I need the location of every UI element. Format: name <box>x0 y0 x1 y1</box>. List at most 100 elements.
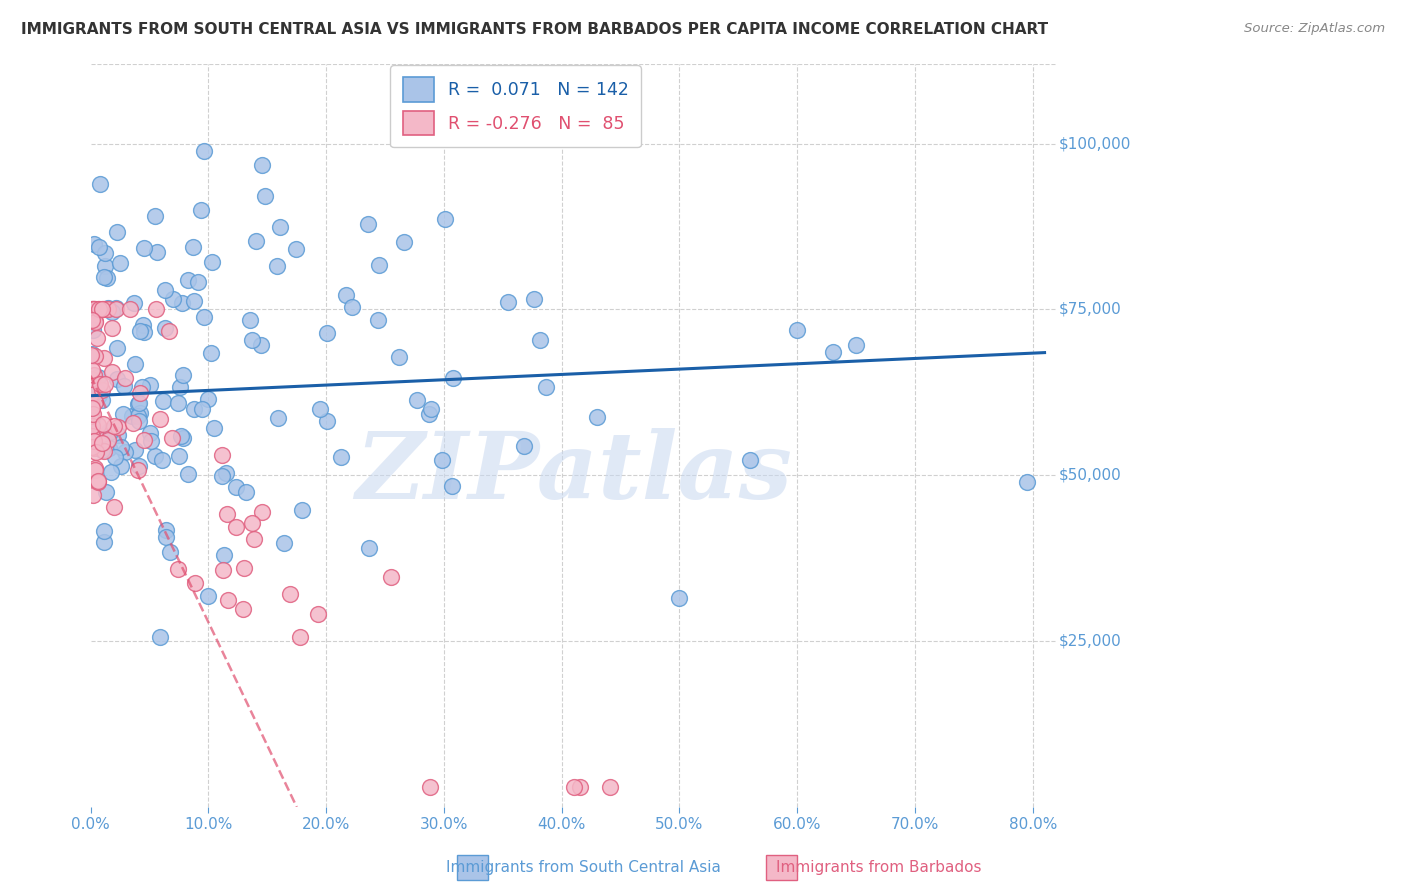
Point <box>845 338 868 352</box>
Point <box>100 305 122 319</box>
Point <box>128 396 150 410</box>
Point <box>97 433 120 447</box>
Point <box>134 325 156 339</box>
Point <box>90 436 112 450</box>
Point <box>821 345 844 359</box>
Point <box>83 237 105 252</box>
Point <box>83 368 105 383</box>
Point <box>107 428 129 442</box>
Point <box>93 535 115 549</box>
Point <box>101 321 124 335</box>
Point <box>84 349 107 363</box>
Point <box>87 370 110 384</box>
Point <box>359 541 381 556</box>
Point <box>419 780 441 794</box>
Point <box>157 324 180 338</box>
Point <box>84 395 107 409</box>
Point <box>93 524 115 538</box>
Point <box>104 302 127 317</box>
Point <box>100 425 122 439</box>
Point <box>94 260 117 274</box>
Point <box>84 314 107 328</box>
Point <box>496 294 519 309</box>
Point <box>197 589 219 603</box>
Point <box>94 246 117 260</box>
Point <box>441 370 464 384</box>
Point <box>523 293 546 307</box>
Point <box>278 587 301 601</box>
Point <box>430 453 453 467</box>
Point <box>153 283 176 297</box>
Point <box>91 302 114 317</box>
Point <box>91 302 114 317</box>
Point <box>1015 475 1038 489</box>
Point <box>82 323 104 337</box>
Point <box>215 508 238 522</box>
Point <box>252 505 274 519</box>
Point <box>101 366 124 380</box>
Point <box>128 414 150 428</box>
Point <box>107 419 129 434</box>
Point <box>266 259 288 273</box>
Point <box>315 326 337 340</box>
Point <box>172 431 194 445</box>
Text: $75,000: $75,000 <box>1059 302 1121 317</box>
Point <box>269 220 291 235</box>
Point <box>245 234 267 248</box>
Point <box>90 443 112 458</box>
Point <box>122 296 145 310</box>
Point <box>94 377 117 392</box>
Point <box>83 302 105 317</box>
Point <box>80 398 103 412</box>
Point <box>211 469 233 483</box>
Point <box>83 302 105 317</box>
Point <box>586 409 609 424</box>
Point <box>155 531 177 545</box>
Point <box>225 520 247 534</box>
Point <box>273 536 295 550</box>
Point <box>93 351 115 365</box>
Point <box>169 380 191 394</box>
Point <box>340 301 363 315</box>
Point <box>212 548 235 562</box>
Point <box>309 401 332 416</box>
Point <box>599 780 621 794</box>
Point <box>232 602 254 616</box>
Point <box>100 465 122 479</box>
Point <box>562 780 585 794</box>
Point <box>441 479 464 493</box>
Point <box>80 347 103 361</box>
Point <box>80 372 103 386</box>
Point <box>84 427 107 442</box>
Point <box>86 384 108 398</box>
Point <box>84 315 107 329</box>
Point <box>155 321 177 335</box>
Point <box>139 378 162 392</box>
Point <box>392 235 415 250</box>
Point <box>225 480 247 494</box>
Point <box>307 607 329 622</box>
Point <box>86 331 108 345</box>
Text: Immigrants from Barbados: Immigrants from Barbados <box>776 860 981 874</box>
Point <box>335 288 357 302</box>
Point <box>177 467 200 482</box>
Point <box>87 475 110 489</box>
Point <box>108 256 131 270</box>
Point <box>83 302 105 317</box>
Point <box>132 318 155 332</box>
Point <box>513 439 536 453</box>
Point <box>83 434 105 449</box>
Text: Source: ZipAtlas.com: Source: ZipAtlas.com <box>1244 22 1385 36</box>
Legend: R =  0.071   N = 142, R = -0.276   N =  85: R = 0.071 N = 142, R = -0.276 N = 85 <box>391 65 641 147</box>
Point <box>103 500 125 514</box>
Point <box>187 275 209 289</box>
Point <box>388 350 411 364</box>
Text: IMMIGRANTS FROM SOUTH CENTRAL ASIA VS IMMIGRANTS FROM BARBADOS PER CAPITA INCOME: IMMIGRANTS FROM SOUTH CENTRAL ASIA VS IM… <box>21 22 1049 37</box>
Point <box>97 301 120 315</box>
Point <box>181 240 204 254</box>
Point <box>162 292 184 306</box>
Point <box>740 453 762 467</box>
Point <box>290 630 312 644</box>
Point <box>105 225 128 239</box>
Point <box>83 463 105 477</box>
